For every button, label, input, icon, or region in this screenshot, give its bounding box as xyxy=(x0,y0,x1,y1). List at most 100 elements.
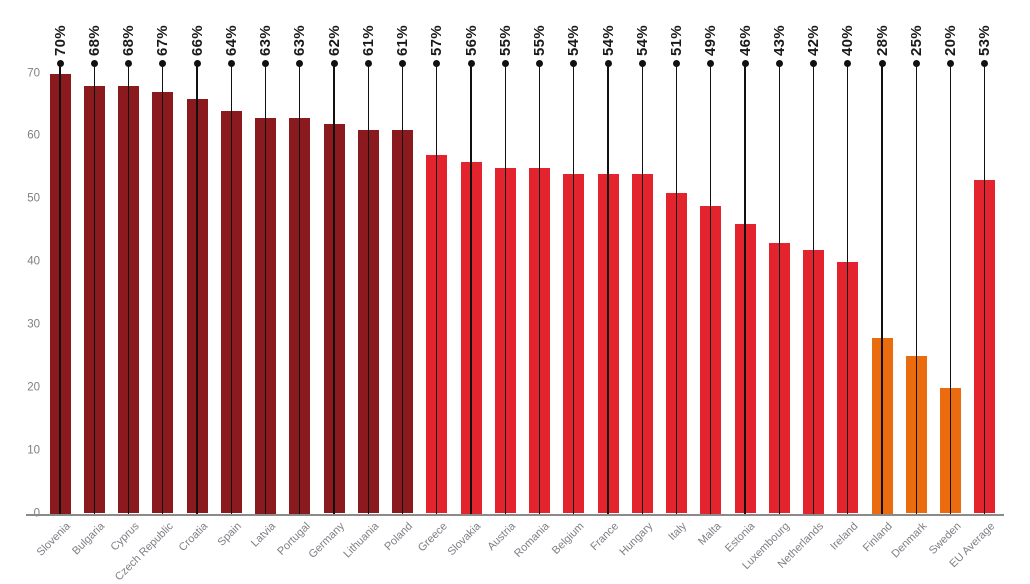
category-label: Hungary xyxy=(617,519,656,558)
value-dot xyxy=(90,59,98,67)
value-label: 40% xyxy=(839,25,857,56)
category-label: Austria xyxy=(485,519,519,553)
y-tick-label: 50 xyxy=(27,192,40,205)
value-label: 55% xyxy=(531,25,548,56)
value-label: 25% xyxy=(907,25,925,56)
value-label: 54% xyxy=(599,25,617,56)
lollipop-line xyxy=(264,63,267,514)
category-label: Finland xyxy=(860,519,895,554)
lollipop-line xyxy=(196,63,198,514)
value-label: 68% xyxy=(120,25,137,56)
category-label: Lithuania xyxy=(340,519,382,560)
lollipop-line xyxy=(538,63,541,514)
value-dot xyxy=(330,59,338,67)
category-label: Belgium xyxy=(549,519,587,557)
lollipop-line xyxy=(949,63,952,514)
category-label: Bulgaria xyxy=(70,519,108,557)
category-label: Cyprus xyxy=(108,519,142,553)
value-dot xyxy=(981,59,989,67)
category-label: Romania xyxy=(512,519,553,560)
value-dot xyxy=(741,59,749,67)
value-dot xyxy=(673,59,680,67)
category-label: France xyxy=(588,519,621,553)
value-label: 55% xyxy=(496,25,514,56)
category-label: Poland xyxy=(382,519,416,553)
value-label: 66% xyxy=(188,25,206,56)
value-dot xyxy=(56,59,64,67)
value-dot xyxy=(536,59,543,67)
value-dot xyxy=(810,59,817,67)
value-dot xyxy=(947,59,954,67)
lollipop-line xyxy=(401,63,404,514)
value-label: 42% xyxy=(805,25,822,56)
value-dot xyxy=(159,59,167,67)
value-label: 67% xyxy=(154,25,172,56)
y-tick-label: 40 xyxy=(27,255,40,268)
lollipop-line xyxy=(162,63,164,514)
value-label: 49% xyxy=(702,25,720,56)
lollipop-line xyxy=(573,63,575,514)
value-label: 43% xyxy=(770,25,788,56)
value-dot xyxy=(227,59,235,67)
category-label: Croatia xyxy=(176,519,210,554)
value-dot xyxy=(193,59,201,67)
lollipop-line xyxy=(367,63,369,514)
value-label: 57% xyxy=(428,25,446,56)
value-dot xyxy=(604,59,612,67)
lollipop-line xyxy=(847,63,849,514)
lollipop-line xyxy=(915,63,917,514)
lollipop-line xyxy=(504,63,506,514)
lollipop-line xyxy=(59,63,61,514)
y-tick-label: 0 xyxy=(2,507,40,520)
value-dot xyxy=(912,59,920,67)
category-label: Slovenia xyxy=(34,519,73,559)
value-dot xyxy=(399,59,406,67)
lollipop-line xyxy=(230,63,232,514)
value-dot xyxy=(467,59,475,67)
y-tick-label: 70 xyxy=(27,66,40,79)
lollipop-line xyxy=(333,63,335,514)
lollipop-line xyxy=(812,63,815,514)
value-label: 61% xyxy=(394,25,411,56)
value-label: 68% xyxy=(85,25,103,56)
y-tick-label: 10 xyxy=(27,443,40,456)
value-label: 54% xyxy=(633,25,651,56)
lollipop-line xyxy=(710,63,712,514)
y-tick-label: 30 xyxy=(27,318,40,331)
lollipop-line xyxy=(607,63,609,514)
value-label: 63% xyxy=(291,25,309,56)
value-label: 70% xyxy=(51,25,69,56)
y-tick-label: 60 xyxy=(27,129,40,142)
category-label: Italy xyxy=(666,519,690,543)
value-label: 56% xyxy=(462,25,480,56)
value-label: 46% xyxy=(736,25,754,56)
x-axis-line xyxy=(26,513,1004,516)
category-label: Malta xyxy=(696,519,724,548)
lollipop-line xyxy=(675,63,678,514)
value-label: 62% xyxy=(325,25,343,56)
lollipop-line xyxy=(299,63,301,514)
value-dot xyxy=(433,59,441,67)
value-label: 51% xyxy=(668,25,685,56)
lollipop-line xyxy=(744,63,746,514)
value-dot xyxy=(638,59,646,67)
lollipop-line xyxy=(984,63,986,514)
category-label: Slovakia xyxy=(445,519,484,558)
lollipop-line xyxy=(93,63,95,514)
category-label: Ireland xyxy=(828,519,861,553)
value-dot xyxy=(364,59,372,67)
value-label: 54% xyxy=(565,25,583,56)
lollipop-line xyxy=(778,63,780,514)
value-dot xyxy=(878,59,886,67)
value-label: 64% xyxy=(222,25,240,56)
value-label: 53% xyxy=(976,25,994,56)
category-label: Germany xyxy=(306,519,347,561)
value-dot xyxy=(125,59,132,67)
value-dot xyxy=(296,59,304,67)
category-label: Latvia xyxy=(249,519,279,550)
value-dot xyxy=(501,59,509,67)
y-tick-label: 20 xyxy=(27,381,40,394)
value-dot xyxy=(775,59,783,67)
category-label: Denmark xyxy=(888,519,930,560)
